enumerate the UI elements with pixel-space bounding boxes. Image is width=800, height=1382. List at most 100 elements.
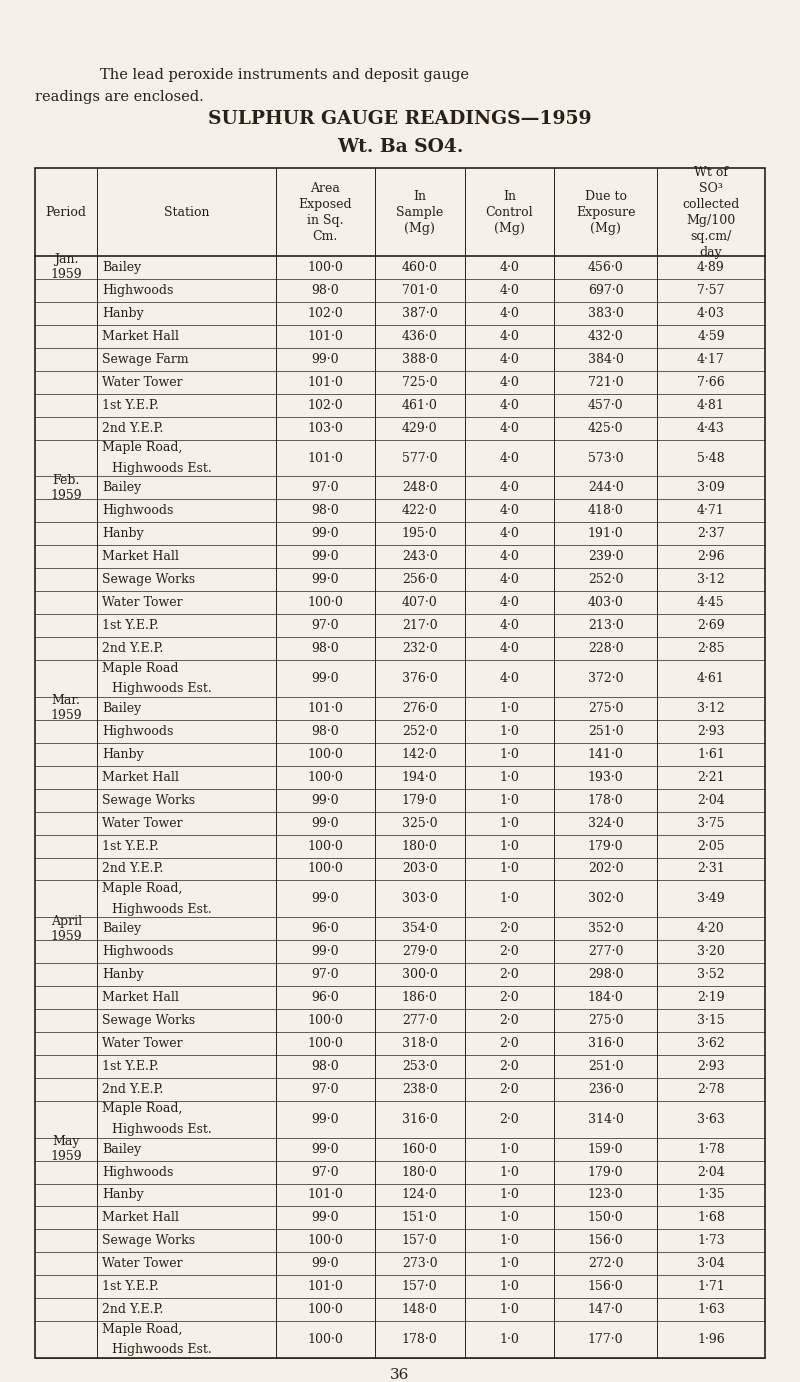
Text: Hanby: Hanby [102,528,144,540]
Text: 101·0: 101·0 [307,702,343,714]
Text: 1st Y.E.P.: 1st Y.E.P. [102,839,159,853]
Text: Market Hall: Market Hall [102,1212,179,1224]
Text: 1·73: 1·73 [697,1234,725,1248]
Text: 177·0: 177·0 [588,1334,623,1346]
Text: 436·0: 436·0 [402,330,438,343]
Text: 7·57: 7·57 [698,283,725,297]
Text: Highwoods: Highwoods [102,724,174,738]
Text: 156·0: 156·0 [588,1234,623,1248]
Text: 179·0: 179·0 [588,1165,623,1179]
Text: 101·0: 101·0 [307,1189,343,1201]
Text: 324·0: 324·0 [588,817,623,829]
Text: 2·0: 2·0 [499,1113,519,1126]
Text: 725·0: 725·0 [402,376,438,388]
Text: 4·0: 4·0 [499,672,519,685]
Text: 3·75: 3·75 [697,817,725,829]
Text: 1·61: 1·61 [697,748,725,760]
Text: 4·0: 4·0 [499,481,519,495]
Text: 3·12: 3·12 [697,702,725,714]
Text: 4·0: 4·0 [499,550,519,564]
Text: Feb.
1959: Feb. 1959 [50,474,82,502]
Text: 2·0: 2·0 [499,945,519,958]
Text: 1·71: 1·71 [697,1280,725,1294]
Text: 383·0: 383·0 [588,307,623,319]
Text: 252·0: 252·0 [402,724,438,738]
Text: 325·0: 325·0 [402,817,438,829]
Text: 4·0: 4·0 [499,283,519,297]
Text: 300·0: 300·0 [402,969,438,981]
Text: 98·0: 98·0 [311,1060,339,1072]
Text: 101·0: 101·0 [307,376,343,388]
Text: 99·0: 99·0 [311,528,339,540]
Text: readings are enclosed.: readings are enclosed. [35,90,204,104]
Text: 147·0: 147·0 [588,1303,623,1316]
Text: 99·0: 99·0 [311,1212,339,1224]
Text: 179·0: 179·0 [588,839,623,853]
Text: 4·0: 4·0 [499,330,519,343]
Text: 180·0: 180·0 [402,1165,438,1179]
Text: Maple Road,: Maple Road, [102,882,182,896]
Text: 98·0: 98·0 [311,724,339,738]
Text: Wt. Ba SO4.: Wt. Ba SO4. [337,138,463,156]
Text: 275·0: 275·0 [588,1014,623,1027]
Text: 248·0: 248·0 [402,481,438,495]
Bar [35,169,765,1359]
Text: 4·0: 4·0 [499,399,519,412]
Text: 4·0: 4·0 [499,574,519,586]
Text: 1·0: 1·0 [499,748,519,760]
Text: 99·0: 99·0 [311,352,339,366]
Text: Water Tower: Water Tower [102,376,183,388]
Text: In
Control
(Mg): In Control (Mg) [486,189,534,235]
Text: 97·0: 97·0 [311,619,339,632]
Text: Sewage Works: Sewage Works [102,793,195,807]
Text: 195·0: 195·0 [402,528,438,540]
Text: 99·0: 99·0 [311,1258,339,1270]
Text: 98·0: 98·0 [311,643,339,655]
Text: 425·0: 425·0 [588,422,623,435]
Text: 236·0: 236·0 [588,1083,623,1096]
Text: 100·0: 100·0 [307,862,343,875]
Text: 2·0: 2·0 [499,1083,519,1096]
Text: 148·0: 148·0 [402,1303,438,1316]
Text: 403·0: 403·0 [588,596,623,609]
Text: 4·0: 4·0 [499,619,519,632]
Text: Water Tower: Water Tower [102,817,183,829]
Text: 3·52: 3·52 [697,969,725,981]
Text: 3·12: 3·12 [697,574,725,586]
Text: 98·0: 98·0 [311,504,339,517]
Text: 1·0: 1·0 [499,1212,519,1224]
Text: Maple Road: Maple Road [102,662,178,674]
Text: 98·0: 98·0 [311,283,339,297]
Text: Market Hall: Market Hall [102,771,179,784]
Text: Highwoods: Highwoods [102,283,174,297]
Text: Maple Road,: Maple Road, [102,441,182,455]
Text: 3·63: 3·63 [697,1113,725,1126]
Text: Hanby: Hanby [102,969,144,981]
Text: 1·0: 1·0 [499,1334,519,1346]
Text: 1st Y.E.P.: 1st Y.E.P. [102,1280,159,1294]
Text: 4·43: 4·43 [697,422,725,435]
Text: 3·20: 3·20 [697,945,725,958]
Text: 1·63: 1·63 [697,1303,725,1316]
Text: 2nd Y.E.P.: 2nd Y.E.P. [102,862,164,875]
Text: 100·0: 100·0 [307,771,343,784]
Text: 318·0: 318·0 [402,1036,438,1050]
Text: 1·0: 1·0 [499,1258,519,1270]
Text: 99·0: 99·0 [311,893,339,905]
Text: Bailey: Bailey [102,922,142,936]
Text: 99·0: 99·0 [311,945,339,958]
Text: Highwoods: Highwoods [102,504,174,517]
Text: 2·0: 2·0 [499,969,519,981]
Text: 276·0: 276·0 [402,702,438,714]
Text: Highwoods Est.: Highwoods Est. [112,683,212,695]
Text: 2·37: 2·37 [697,528,725,540]
Text: 721·0: 721·0 [588,376,623,388]
Text: Market Hall: Market Hall [102,550,179,564]
Text: 1·35: 1·35 [697,1189,725,1201]
Text: 3·15: 3·15 [697,1014,725,1027]
Text: 302·0: 302·0 [588,893,623,905]
Text: 100·0: 100·0 [307,748,343,760]
Text: 4·59: 4·59 [697,330,725,343]
Text: 4·0: 4·0 [499,261,519,274]
Text: Station: Station [164,206,210,218]
